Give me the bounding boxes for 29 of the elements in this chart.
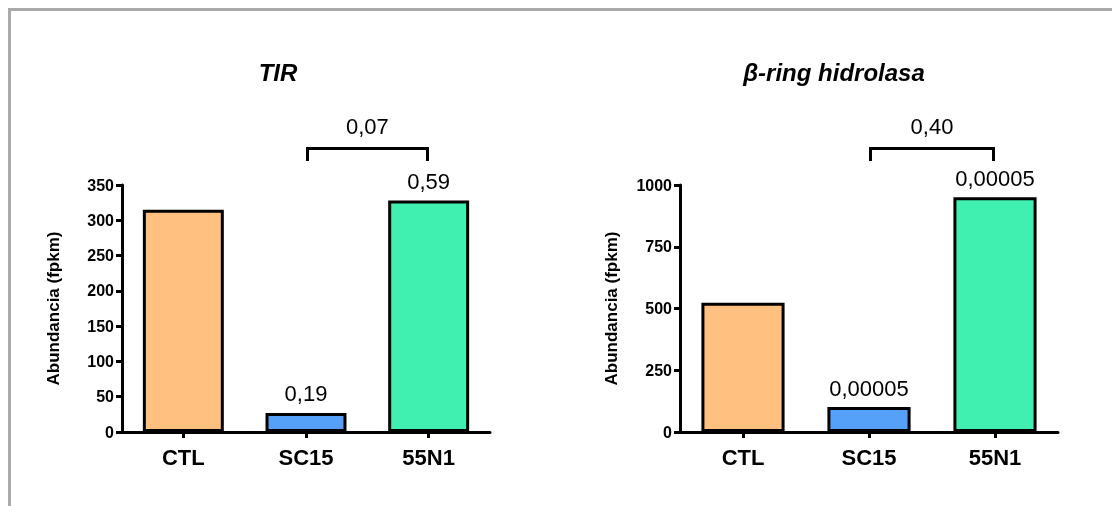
y-tick-label: 100 xyxy=(87,352,115,370)
y-tick-label: 0 xyxy=(663,423,673,441)
text: 0,07 xyxy=(345,114,389,140)
y-tick-label: 750 xyxy=(645,238,673,256)
chart-title: TIR xyxy=(258,58,298,86)
annotation: 0,00005 xyxy=(829,375,909,401)
text: 0,40 xyxy=(910,114,954,140)
y-tick-label: 350 xyxy=(87,176,115,194)
y-axis-title: Abundancia (fpkm) xyxy=(44,231,63,386)
y-tick-label: 1000 xyxy=(636,176,673,194)
y-tick-label: 50 xyxy=(96,388,115,406)
y-tick-label: 150 xyxy=(87,317,115,335)
chart-title: β-ring hidrolasa xyxy=(742,58,925,86)
annotation: 0,19 xyxy=(284,381,328,407)
x-tick-label: SC15 xyxy=(841,444,897,470)
y-tick-label: 500 xyxy=(645,300,673,317)
x-tick-label: CTL xyxy=(161,444,205,470)
y-tick-label: 200 xyxy=(87,282,115,300)
annotation: 0,00005 xyxy=(955,165,1035,191)
y-tick-label: 0 xyxy=(105,423,115,441)
x-tick-label: 55N1 xyxy=(402,444,455,470)
x-tick-label: SC15 xyxy=(278,444,334,470)
y-tick-label: 250 xyxy=(87,247,115,265)
annotation: 0,59 xyxy=(407,169,451,195)
y-axis-title: Abundancia (fpkm) xyxy=(602,231,621,386)
x-tick-label: 55N1 xyxy=(968,444,1022,470)
y-tick-label: 250 xyxy=(645,361,673,379)
y-tick-label: 300 xyxy=(87,211,115,229)
x-tick-label: CTL xyxy=(721,444,765,470)
